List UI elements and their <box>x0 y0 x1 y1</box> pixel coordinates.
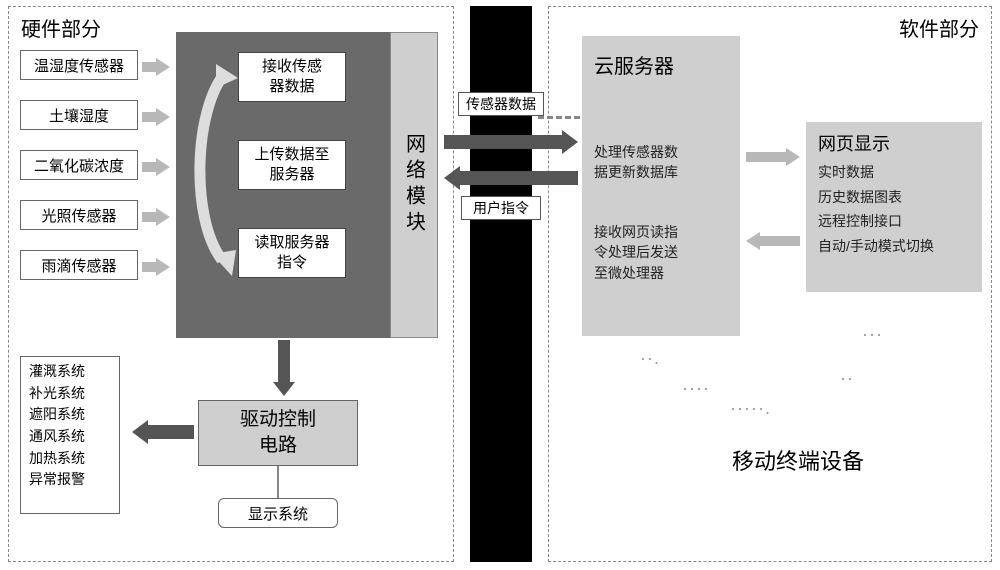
web-mode: 自动/手动模式切换 <box>818 234 934 259</box>
loop-arrow-icon <box>182 58 242 278</box>
arrow-to-systems <box>132 420 194 444</box>
arrow-sensor-3 <box>142 208 170 226</box>
dots-4: ·· <box>840 368 854 389</box>
sys-alarm: 异常报警 <box>29 469 111 491</box>
cloud-title: 云服务器 <box>594 50 674 79</box>
software-title: 软件部分 <box>899 13 979 42</box>
sys-shade: 遮阳系统 <box>29 404 111 426</box>
sensor-rain: 雨滴传感器 <box>20 250 138 280</box>
hardware-title: 硬件部分 <box>21 13 101 42</box>
cloud-server <box>582 36 740 336</box>
sensor-soil: 土壤湿度 <box>20 100 138 130</box>
arrow-sensor-0 <box>142 58 170 76</box>
driver-control: 驱动控制 电路 <box>198 400 358 466</box>
line-driver-display <box>277 466 279 498</box>
web-realtime: 实时数据 <box>818 160 934 185</box>
arrow-to-driver <box>273 340 295 396</box>
sensor-light: 光照传感器 <box>20 200 138 230</box>
web-title: 网页显示 <box>818 130 890 156</box>
arrow-to-cloud <box>444 130 578 154</box>
proc-read: 读取服务器 指令 <box>238 228 346 278</box>
dots-2b: ··· <box>862 324 883 345</box>
sys-vent: 通风系统 <box>29 426 111 448</box>
dots-1: ··. <box>640 348 660 369</box>
sys-heat: 加热系统 <box>29 448 111 470</box>
arrow-web-to-cloud <box>746 232 800 250</box>
arrow-from-cloud <box>444 166 578 190</box>
sensor-co2: 二氧化碳浓度 <box>20 150 138 180</box>
cloud-text-2: 接收网页读指 令处理后发送 至微处理器 <box>594 222 678 283</box>
proc-upload: 上传数据至 服务器 <box>238 140 346 190</box>
cloud-text-1: 处理传感器数 据更新数据库 <box>594 142 678 183</box>
mobile-terminal: 移动终端设备 <box>732 444 864 476</box>
mid-label-sensor-data: 传感器数据 <box>458 92 544 116</box>
web-remote: 远程控制接口 <box>818 209 934 234</box>
sensor-temp-humidity: 温湿度传感器 <box>20 50 138 80</box>
dots-3: ·····. <box>730 398 771 419</box>
arrow-sensor-1 <box>142 108 170 126</box>
mid-dash <box>538 116 580 119</box>
arrow-sensor-4 <box>142 258 170 276</box>
web-history: 历史数据图表 <box>818 185 934 210</box>
proc-receive: 接收传感 器数据 <box>238 52 346 102</box>
dots-2: ···· <box>682 378 710 399</box>
network-module: 网络模块 <box>390 32 438 338</box>
web-lines: 实时数据 历史数据图表 远程控制接口 自动/手动模式切换 <box>818 160 934 258</box>
mid-label-user-cmd: 用户指令 <box>461 196 541 220</box>
arrow-cloud-to-web <box>746 148 800 166</box>
sys-light: 补光系统 <box>29 383 111 405</box>
arrow-sensor-2 <box>142 158 170 176</box>
sys-irrigation: 灌溉系统 <box>29 361 111 383</box>
systems-list: 灌溉系统 补光系统 遮阳系统 通风系统 加热系统 异常报警 <box>20 356 120 514</box>
display-system: 显示系统 <box>218 498 338 528</box>
center-divider <box>470 6 532 562</box>
